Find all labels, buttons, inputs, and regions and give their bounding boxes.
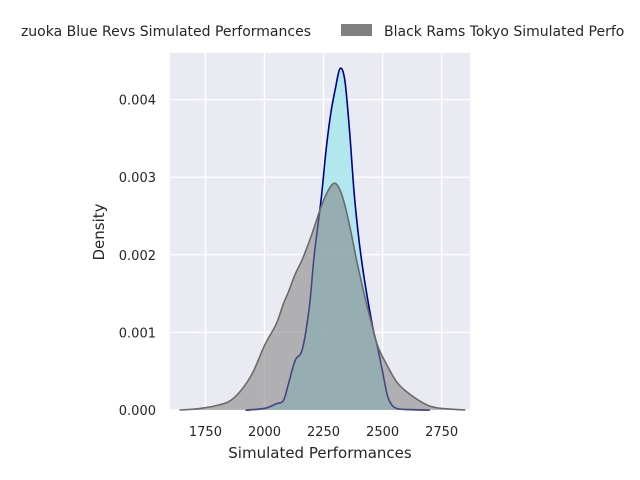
- x-tick-label: 1750: [189, 425, 222, 440]
- y-axis-label: Density: [90, 203, 108, 260]
- x-tick-label: 2000: [248, 425, 281, 440]
- x-tick-labels: 1750 2000 2250 2500 2750: [189, 425, 458, 440]
- x-tick-label: 2500: [366, 425, 399, 440]
- y-tick-label: 0.004: [119, 94, 156, 109]
- density-areas: [179, 67, 466, 411]
- y-tick-label: 0.001: [119, 326, 156, 341]
- x-tick-label: 2750: [425, 425, 458, 440]
- x-axis-label: Simulated Performances: [228, 444, 412, 462]
- legend-label-blue-revs: zuoka Blue Revs Simulated Performances: [21, 24, 311, 40]
- legend-swatch-gray: [341, 24, 372, 36]
- y-tick-label: 0.002: [119, 249, 156, 264]
- y-tick-label: 0.003: [119, 171, 156, 186]
- density-area-black-rams-line: [179, 182, 466, 411]
- x-tick-label: 2250: [307, 425, 340, 440]
- y-tick-label: 0.000: [119, 404, 156, 419]
- legend-label-black-rams: Black Rams Tokyo Simulated Perfo: [384, 24, 624, 40]
- density-area-black-rams-fill: [179, 183, 466, 410]
- legend: zuoka Blue Revs Simulated Performances B…: [21, 24, 624, 40]
- y-tick-labels: 0.000 0.001 0.002 0.003 0.004: [119, 94, 156, 419]
